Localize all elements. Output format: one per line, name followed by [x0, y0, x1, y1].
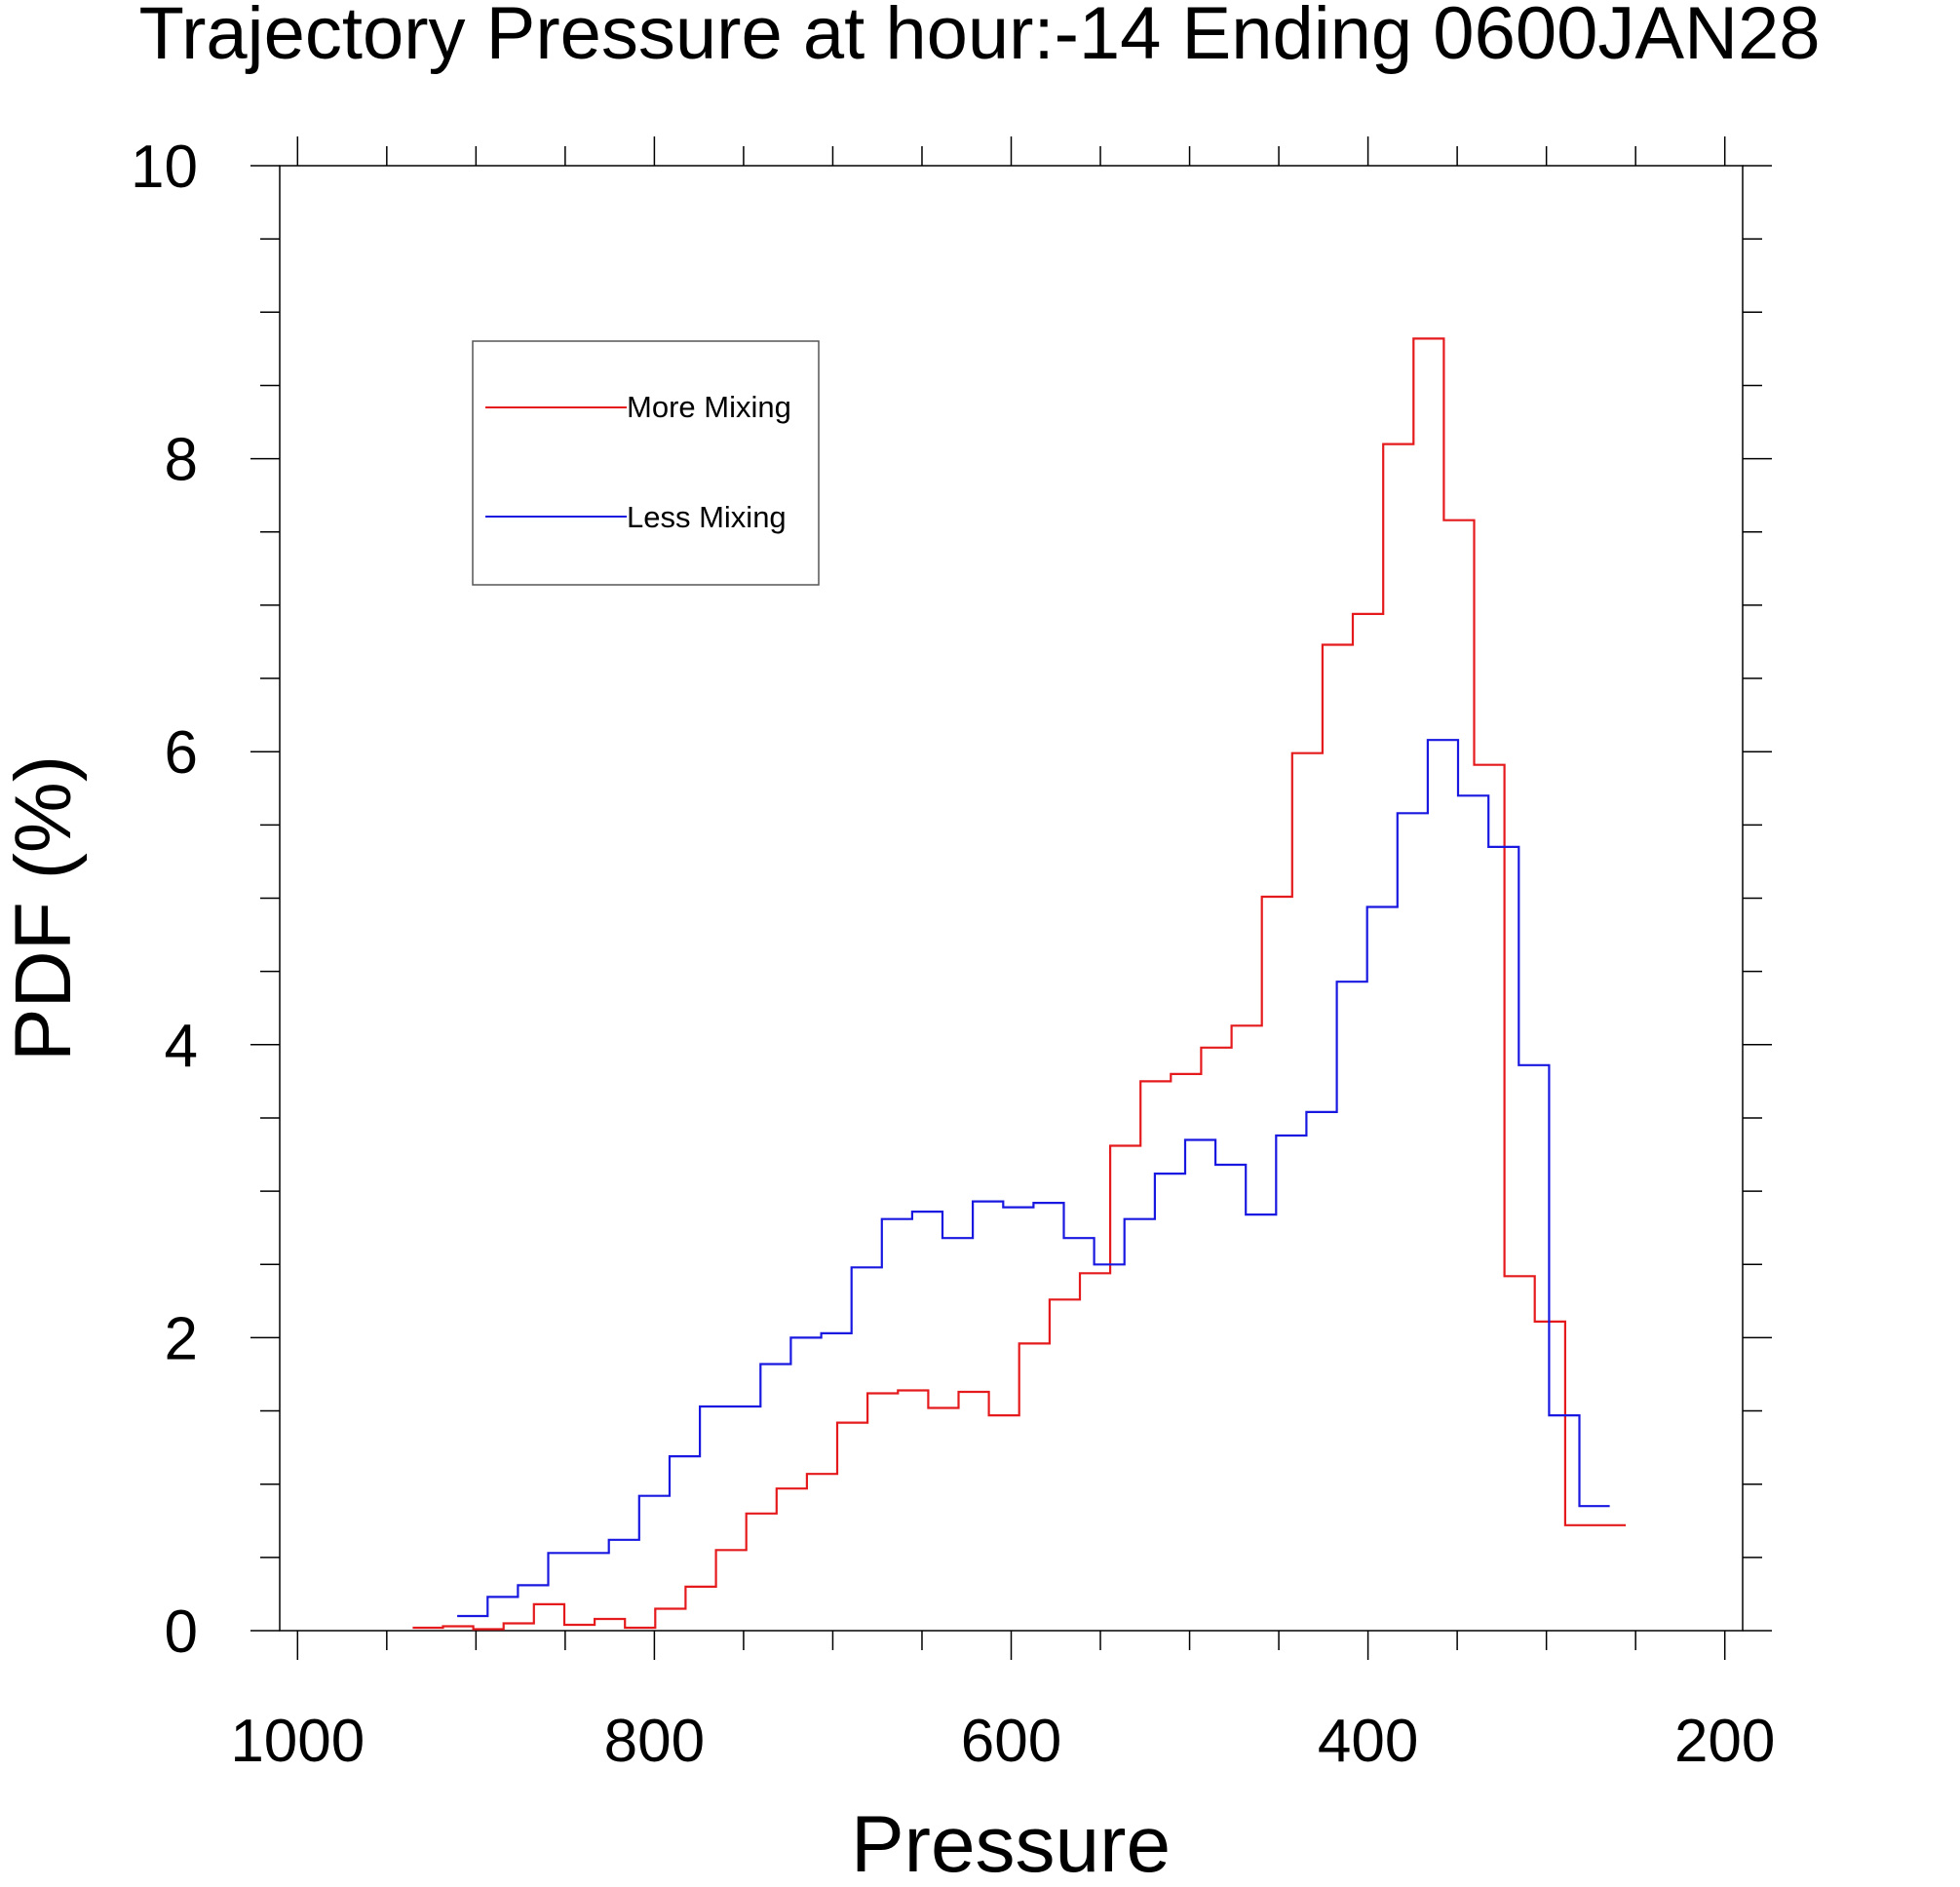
series-line-less-mixing	[457, 739, 1610, 1618]
y-axis-label: PDF (%)	[0, 755, 88, 1061]
x-axis-label: Pressure	[851, 1800, 1171, 1887]
x-tick-label: 200	[1674, 1708, 1775, 1775]
series-layer	[412, 337, 1627, 1631]
y-tick-label: 2	[165, 1305, 198, 1372]
y-axis: 0 2 4 6 8 10	[131, 134, 1772, 1666]
legend: More Mixing Less Mixing	[472, 340, 820, 586]
legend-label-more-mixing: More Mixing	[627, 390, 791, 424]
chart-title: Trajectory Pressure at hour:-14 Ending 0…	[139, 0, 1821, 75]
y-tick-label: 4	[165, 1013, 198, 1080]
x-tick-label: 600	[961, 1708, 1061, 1775]
y-tick-label: 8	[165, 427, 198, 494]
x-tick-label: 400	[1318, 1708, 1418, 1775]
series-line-more-mixing	[412, 337, 1627, 1631]
y-tick-label: 10	[131, 134, 198, 201]
y-tick-label: 0	[165, 1598, 198, 1666]
legend-box	[472, 340, 820, 586]
x-tick-label: 800	[604, 1708, 705, 1775]
x-axis: 1000 800 600 400 200	[230, 136, 1775, 1775]
y-tick-label: 6	[165, 719, 198, 787]
x-tick-label: 1000	[230, 1708, 365, 1775]
legend-label-less-mixing: Less Mixing	[627, 500, 787, 534]
